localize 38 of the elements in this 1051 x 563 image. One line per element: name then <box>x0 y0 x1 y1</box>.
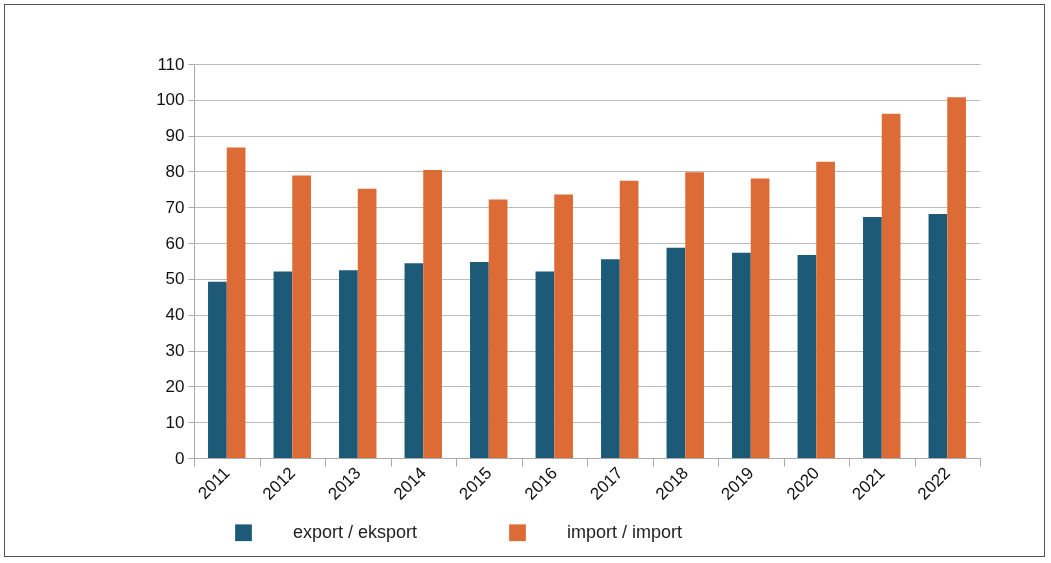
bar <box>816 161 835 458</box>
y-tick-label: 70 <box>165 197 185 217</box>
bar <box>619 180 639 458</box>
bar <box>357 188 377 458</box>
y-tick-label: 0 <box>175 448 185 468</box>
bar <box>292 175 311 458</box>
bar <box>601 259 620 458</box>
bar <box>685 172 704 458</box>
bar <box>226 147 246 458</box>
y-tick-label: 20 <box>165 376 185 396</box>
bar <box>797 254 817 458</box>
bar <box>750 178 770 458</box>
legend-label: export / eksport <box>293 521 418 542</box>
bar <box>666 247 686 458</box>
y-tick-label: 110 <box>157 54 185 74</box>
bar <box>732 252 751 458</box>
bar <box>423 170 442 458</box>
y-tick-label: 100 <box>156 90 185 110</box>
bar <box>535 271 555 458</box>
y-tick-label: 50 <box>165 269 185 289</box>
bar <box>947 97 966 458</box>
bar <box>928 214 948 458</box>
y-tick-label: 90 <box>165 126 185 146</box>
bar <box>208 281 227 458</box>
bar <box>404 263 424 458</box>
bar <box>470 262 489 458</box>
bar <box>273 271 293 458</box>
bar <box>554 194 573 458</box>
bar <box>339 270 358 458</box>
y-tick-label: 10 <box>165 412 185 432</box>
y-tick-label: 80 <box>165 161 185 181</box>
bar <box>488 199 508 458</box>
y-tick-label: 60 <box>165 233 185 253</box>
y-tick-label: 40 <box>165 305 185 325</box>
y-tick-label: 30 <box>165 341 185 361</box>
bar <box>863 216 882 458</box>
bar <box>881 113 901 458</box>
legend-label: import / import <box>567 521 683 542</box>
